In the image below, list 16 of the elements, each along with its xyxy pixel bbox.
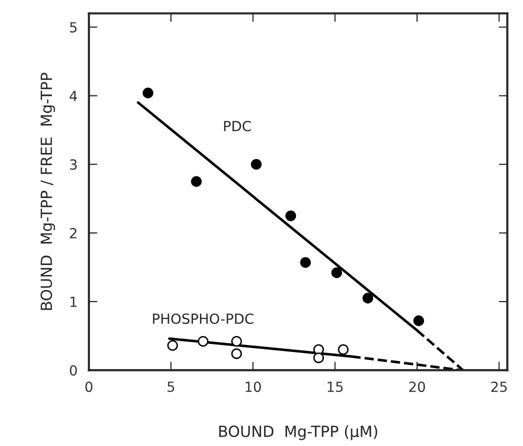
x-axis-title: BOUND Mg-TPP (μM) <box>219 425 378 440</box>
y-tick-label: 5 <box>70 22 77 33</box>
y-tick-label: 1 <box>70 296 77 307</box>
y-tick-label: 2 <box>70 228 76 238</box>
x-tick-label: 0 <box>85 382 92 392</box>
x-tick-label: 10 <box>246 382 261 392</box>
y-tick-label: 4 <box>70 90 78 101</box>
y-tick-label: 3 <box>70 159 77 170</box>
x-tick-label: 20 <box>409 382 425 392</box>
annotation: PDC <box>224 120 251 132</box>
x-tick-label: 5 <box>168 382 174 392</box>
x-tick-label: 15 <box>328 382 343 392</box>
y-tick-label: 0 <box>70 365 77 376</box>
y-axis-title: BOUND Mg-TPP / FREE Mg-TPP <box>40 72 56 310</box>
x-tick-label: 25 <box>491 382 507 392</box>
annotation: PHOSPHO-PDC <box>153 313 254 324</box>
